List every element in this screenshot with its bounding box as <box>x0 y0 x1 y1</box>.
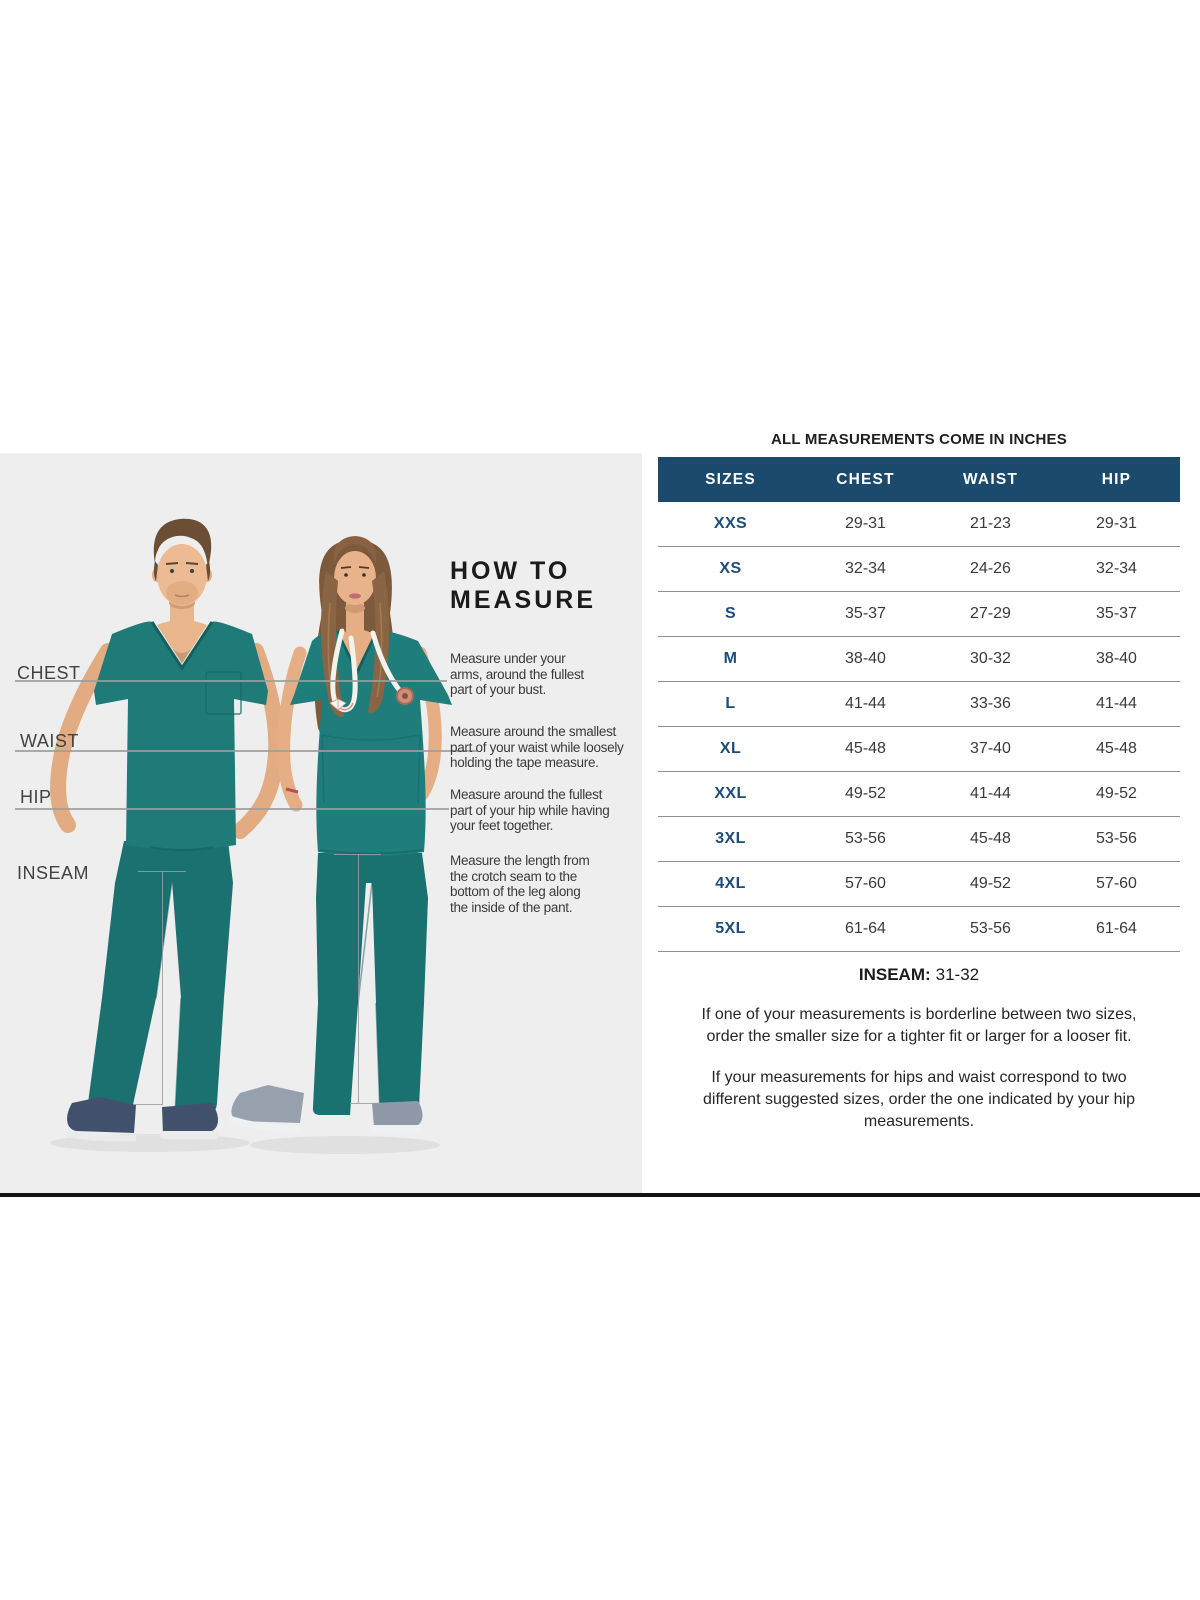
male-model <box>50 518 285 1142</box>
hip-measure-line <box>15 808 449 810</box>
bottom-divider-rule <box>0 1193 1200 1197</box>
table-row: M 38-40 30-32 38-40 <box>658 637 1180 682</box>
inseam-instructions: Measure the length from the crotch seam … <box>450 853 590 915</box>
chest-instructions: Measure under your arms, around the full… <box>450 651 584 697</box>
inseam-note: INSEAM: 31-32 <box>858 965 980 984</box>
inseam-crotch-mark-woman <box>334 854 381 855</box>
waist-measure-line <box>15 750 477 752</box>
chest-measure-line <box>15 680 447 682</box>
inseam-foot-mark-man <box>134 1104 163 1105</box>
size-chart: ALL MEASUREMENTS COME IN INCHES SIZES CH… <box>658 431 1180 1133</box>
stethoscope <box>329 628 414 713</box>
hip-instructions: Measure around the fullest part of your … <box>450 787 610 833</box>
borderline-size-note: If one of your measurements is borderlin… <box>701 1006 1137 1045</box>
inseam-foot-mark-woman <box>350 1103 380 1104</box>
how-to-measure-heading: HOW TO MEASURE <box>450 557 597 614</box>
table-row: 3XL 53-56 45-48 53-56 <box>658 817 1180 862</box>
table-row: XS 32-34 24-26 32-34 <box>658 547 1180 592</box>
table-row: XL 45-48 37-40 45-48 <box>658 727 1180 772</box>
waist-label: WAIST <box>20 731 79 751</box>
size-chart-header-row: SIZES CHEST WAIST HIP <box>658 457 1180 502</box>
hip-waist-size-note: If your measurements for hips and waist … <box>703 1069 1135 1130</box>
column-header-hip: HIP <box>1101 470 1132 488</box>
how-to-measure-panel: CHEST WAIST HIP INSEAM HOW TO MEASURE Me… <box>0 453 642 1193</box>
inseam-vertical-line-woman <box>358 854 359 1103</box>
chest-label: CHEST <box>17 663 81 683</box>
inseam-vertical-line-man <box>162 871 163 1104</box>
column-header-chest: CHEST <box>836 470 895 488</box>
column-header-waist: WAIST <box>962 470 1019 488</box>
table-row: 4XL 57-60 49-52 57-60 <box>658 862 1180 907</box>
waist-instructions: Measure around the smallest part of your… <box>450 724 624 770</box>
table-row: 5XL 61-64 53-56 61-64 <box>658 907 1180 952</box>
inseam-label: INSEAM <box>17 863 90 883</box>
size-chart-title: ALL MEASUREMENTS COME IN INCHES <box>771 431 1067 448</box>
female-model <box>230 536 452 1133</box>
column-header-sizes: SIZES <box>705 470 756 488</box>
table-row: XXS 29-31 21-23 29-31 <box>658 502 1180 547</box>
table-row: XXL 49-52 41-44 49-52 <box>658 772 1180 817</box>
hip-label: HIP <box>20 787 52 807</box>
table-row: S 35-37 27-29 35-37 <box>658 592 1180 637</box>
table-row: L 41-44 33-36 41-44 <box>658 682 1180 727</box>
